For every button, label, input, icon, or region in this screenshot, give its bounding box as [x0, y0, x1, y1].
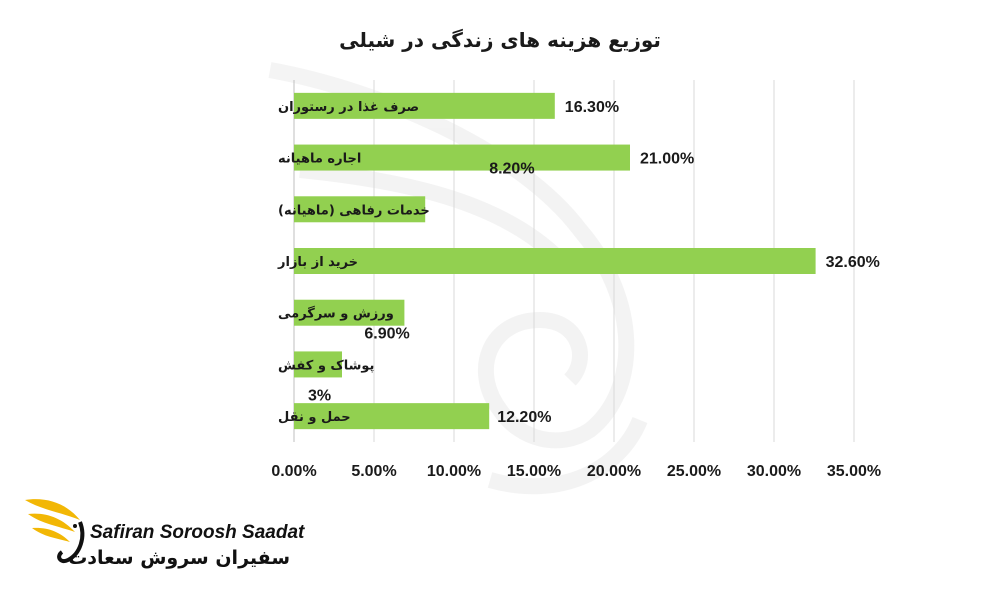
bar [294, 92, 555, 119]
x-tick-label: 25.00% [667, 463, 721, 480]
x-tick-label: 5.00% [351, 463, 396, 480]
logo-persian-text: سفیران سروش سعادت [68, 547, 290, 569]
bar [294, 299, 405, 326]
logo-latin-text: Safiran Soroosh Saadat [90, 522, 305, 543]
category-label: خرید از بازار [277, 255, 358, 270]
bar [294, 248, 816, 274]
x-tick-label: 15.00% [507, 463, 561, 480]
category-label: خدمات رفاهی (ماهیانه) [278, 203, 430, 218]
data-label: 21.00% [640, 151, 694, 168]
x-tick-label: 35.00% [827, 463, 881, 480]
data-label: 6.90% [364, 326, 409, 343]
data-label: 8.20% [489, 160, 534, 177]
x-tick-label: 20.00% [587, 463, 641, 480]
data-label: 12.20% [497, 409, 551, 426]
x-tick-label: 10.00% [427, 463, 481, 480]
data-label: 16.30% [565, 99, 619, 116]
data-label: 32.60% [826, 254, 880, 271]
company-logo: Safiran Soroosh Saadat سفیران سروش سعادت [20, 492, 310, 582]
bar [294, 351, 342, 378]
x-tick-label: 30.00% [747, 463, 801, 480]
category-label: حمل و نقل [278, 410, 351, 425]
x-tick-label: 0.00% [271, 463, 316, 480]
bar [294, 196, 426, 223]
category-label: ورزش و سرگرمی [278, 306, 394, 322]
category-label: صرف غذا در رستوران [278, 100, 419, 115]
chart-title: توزیع هزینه های زندگی در شیلی [339, 28, 661, 52]
category-label: پوشاک و کفش [278, 358, 374, 373]
category-label: اجاره ماهیانه [278, 152, 361, 167]
bar [294, 144, 630, 171]
bar [294, 403, 490, 430]
data-label: 3% [308, 387, 331, 404]
logo-bird-icon [25, 499, 85, 563]
